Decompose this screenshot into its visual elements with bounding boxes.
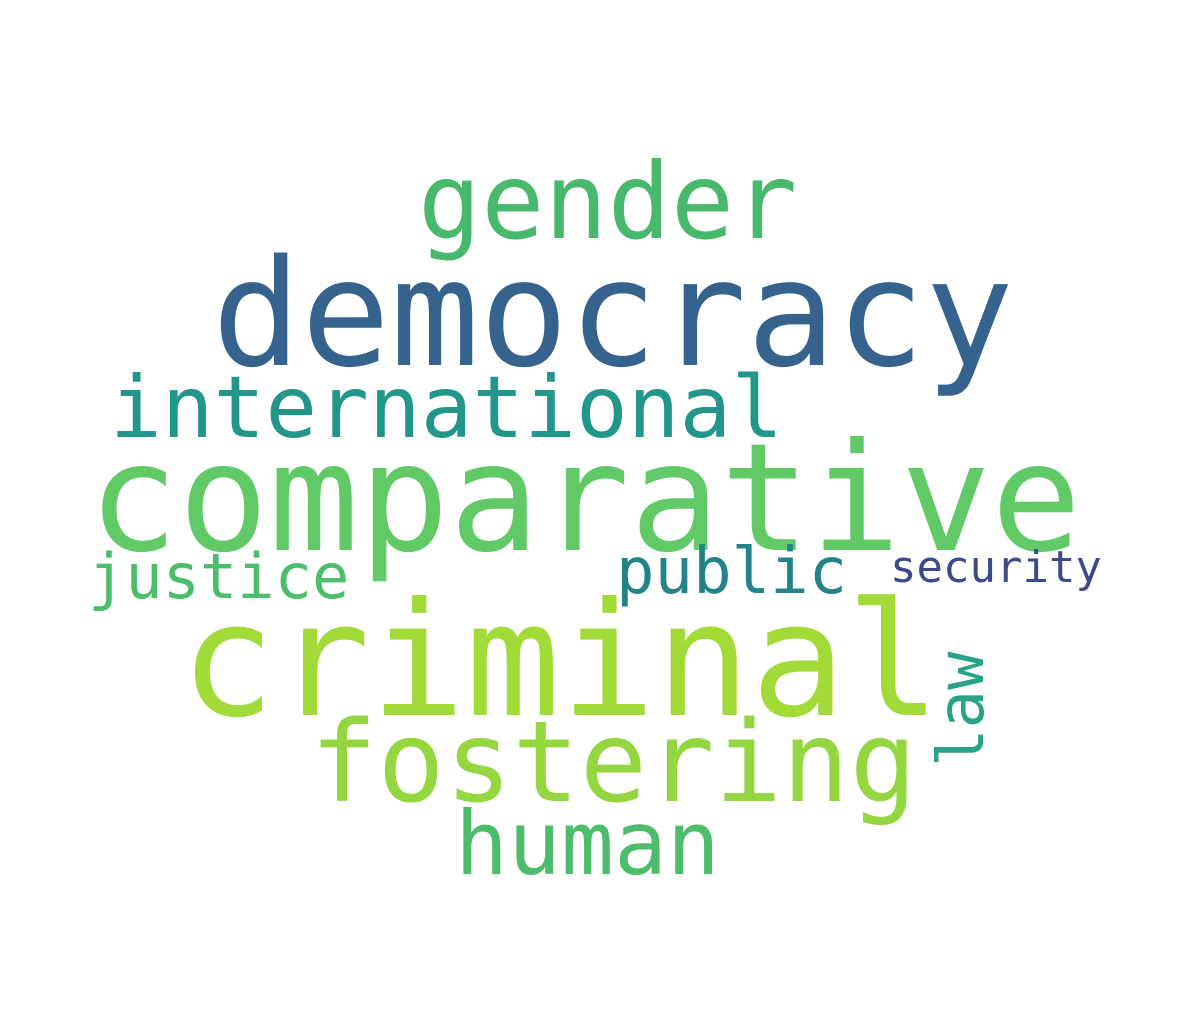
word-justice: justice xyxy=(88,540,350,613)
word-human: human xyxy=(455,792,720,895)
word-criminal: criminal xyxy=(180,569,941,753)
word-comparative: comparative xyxy=(88,412,1082,586)
word-law: law xyxy=(925,651,999,767)
word-public: public xyxy=(616,535,848,609)
word-democracy: democracy xyxy=(212,228,1014,400)
word-gender: gender xyxy=(418,141,798,263)
word-security: security xyxy=(890,542,1102,593)
word-fostering: fostering xyxy=(310,698,917,828)
word-international: international xyxy=(110,358,784,458)
